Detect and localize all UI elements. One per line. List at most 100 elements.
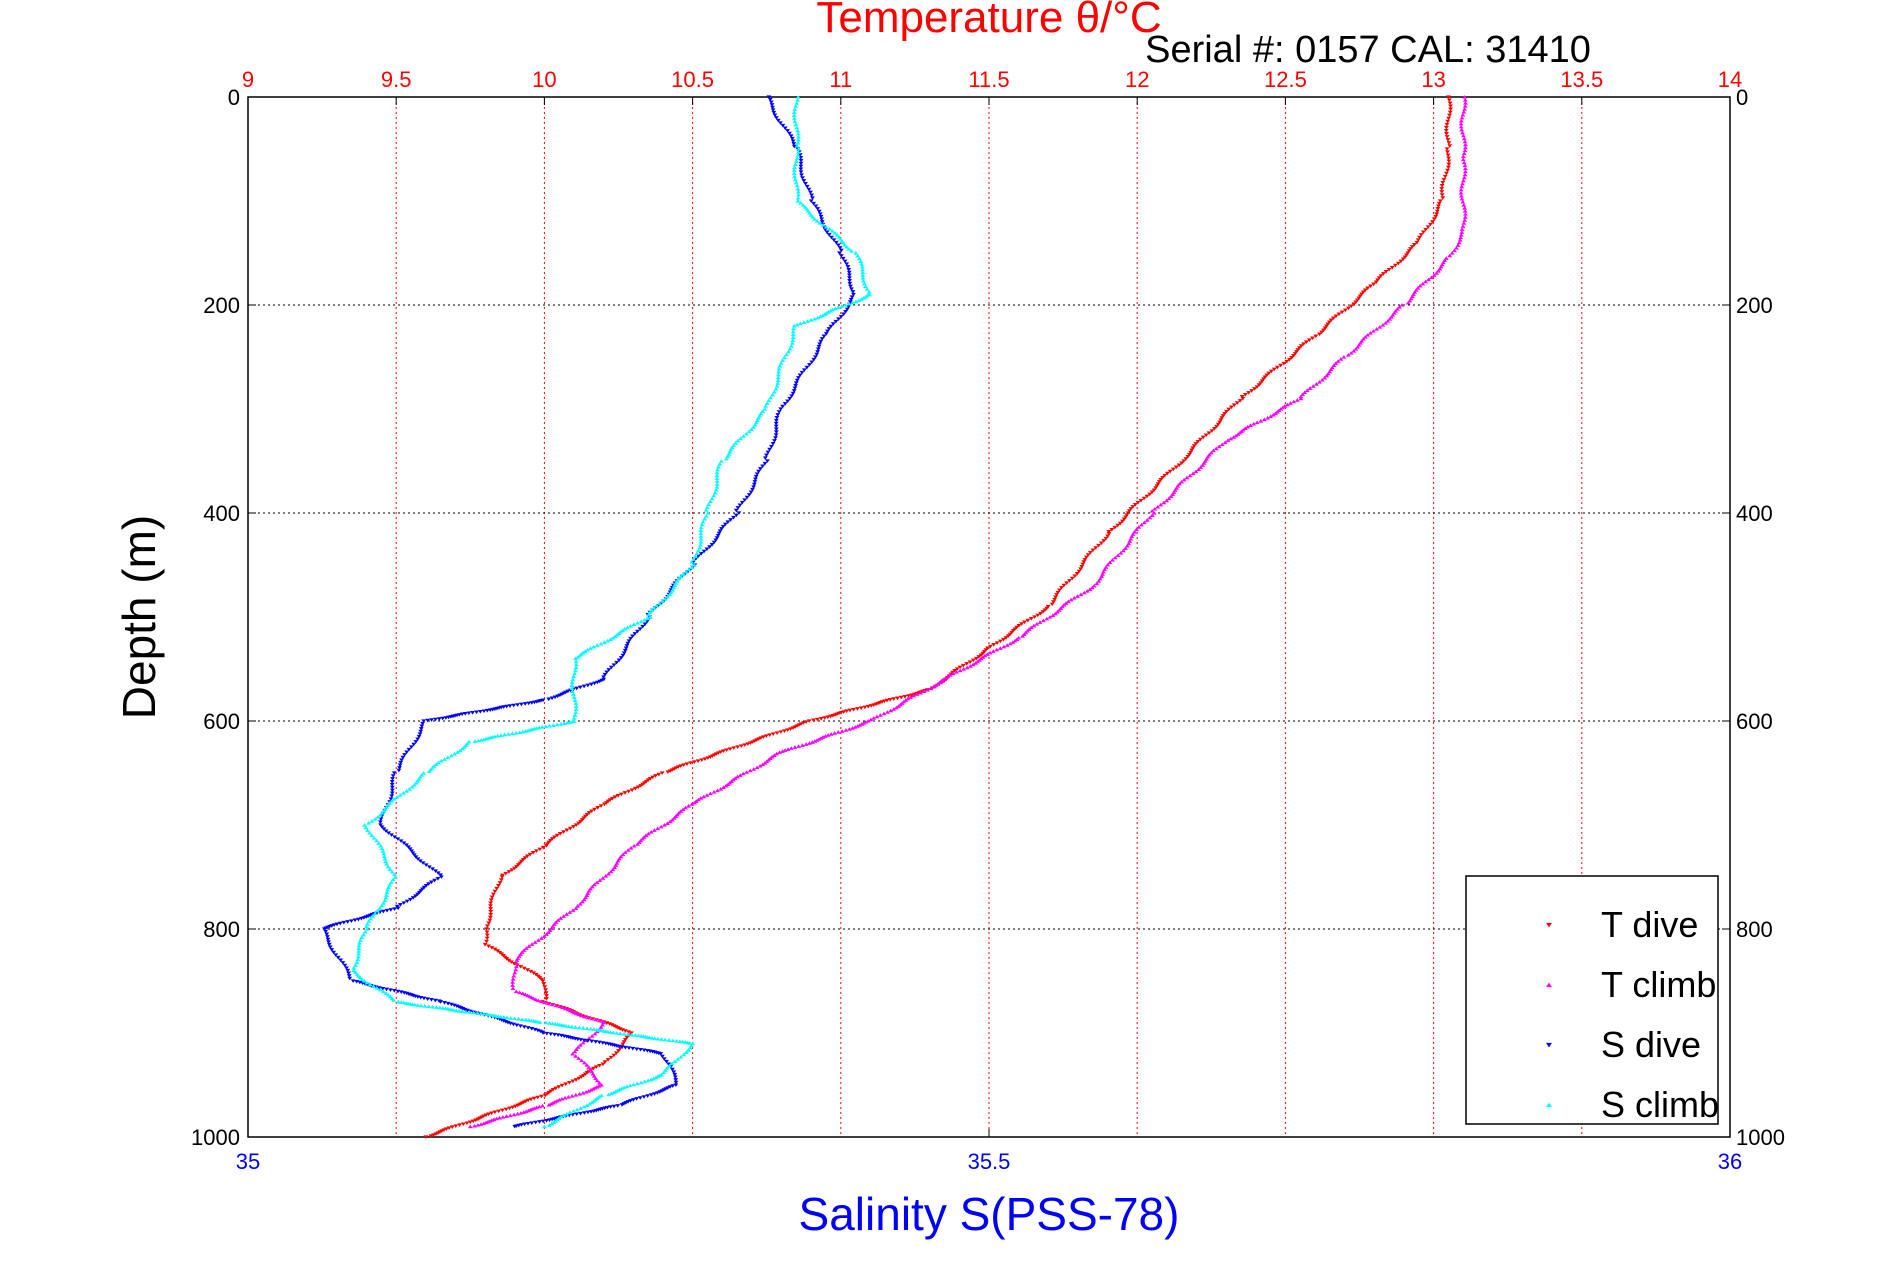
data-point	[748, 490, 754, 495]
data-point	[1087, 587, 1093, 591]
data-point	[739, 500, 745, 505]
data-point	[681, 763, 687, 767]
data-point	[697, 545, 703, 550]
data-point	[581, 1111, 587, 1115]
data-point	[832, 231, 838, 235]
data-point	[698, 531, 704, 535]
data-point	[1351, 349, 1357, 353]
data-point	[964, 662, 970, 666]
data-point	[1068, 597, 1074, 602]
data-point	[573, 1025, 578, 1029]
data-point	[509, 731, 515, 736]
data-point	[1189, 448, 1195, 453]
data-point	[433, 869, 438, 873]
data-point	[1446, 156, 1452, 161]
data-point	[327, 945, 333, 950]
data-point	[773, 386, 779, 391]
temperature-tick-label: 10	[532, 67, 556, 92]
data-point	[1052, 611, 1058, 616]
data-point	[701, 549, 707, 554]
data-point	[543, 724, 549, 729]
data-point	[391, 797, 397, 801]
data-point	[850, 300, 856, 305]
data-point	[1254, 420, 1260, 425]
data-point	[1462, 215, 1468, 219]
data-point	[440, 716, 446, 721]
data-point	[426, 769, 432, 773]
data-point	[492, 889, 498, 894]
data-point	[990, 649, 996, 653]
data-point	[1213, 446, 1219, 451]
data-point	[426, 1004, 432, 1009]
data-point	[665, 594, 670, 599]
data-point	[1032, 615, 1038, 619]
data-point	[689, 560, 695, 564]
data-point	[523, 729, 529, 733]
data-point	[837, 246, 843, 250]
data-point	[1110, 558, 1115, 562]
data-point	[372, 817, 378, 821]
data-point	[619, 1103, 625, 1107]
salinity-tick-label: 35.5	[968, 1149, 1011, 1174]
data-point	[704, 505, 710, 509]
data-point	[484, 939, 489, 944]
data-point	[549, 696, 555, 701]
data-point	[788, 746, 794, 750]
data-point	[736, 511, 742, 515]
data-point	[432, 998, 438, 1003]
data-point	[723, 456, 729, 461]
data-point	[714, 473, 720, 478]
data-point	[1365, 286, 1371, 291]
data-point	[1459, 230, 1465, 234]
data-point	[1177, 481, 1182, 486]
data-point	[1158, 478, 1164, 482]
data-point	[326, 940, 331, 944]
data-point	[1096, 543, 1102, 548]
data-point	[481, 709, 487, 714]
data-point	[380, 849, 386, 853]
data-point	[654, 603, 660, 608]
data-point	[396, 768, 402, 773]
data-point	[648, 1077, 654, 1082]
series-s-dive	[321, 95, 856, 1129]
depth-tick-label-right: 800	[1736, 917, 1773, 942]
data-point	[811, 718, 816, 723]
data-point	[598, 641, 604, 646]
data-point	[484, 924, 490, 929]
data-point	[389, 782, 395, 787]
data-point	[577, 901, 583, 906]
data-point	[1123, 515, 1129, 520]
data-point	[1326, 320, 1332, 325]
data-point	[489, 1111, 494, 1116]
data-point	[490, 892, 496, 897]
data-point	[1261, 377, 1266, 382]
data-point	[1406, 249, 1412, 253]
data-point	[1155, 482, 1161, 486]
data-point	[437, 1130, 443, 1134]
data-point	[389, 791, 395, 796]
data-point	[1132, 529, 1137, 534]
data-point	[380, 909, 386, 914]
data-point	[785, 129, 790, 133]
data-point	[1330, 316, 1336, 321]
data-point	[389, 799, 395, 803]
data-point	[615, 1104, 621, 1108]
data-point	[409, 745, 414, 749]
data-point	[563, 690, 569, 695]
data-point	[796, 192, 801, 197]
data-point	[652, 1092, 657, 1096]
data-point	[1166, 496, 1172, 501]
data-point	[387, 867, 393, 871]
data-point	[573, 704, 579, 708]
data-point	[593, 1040, 599, 1044]
data-point	[521, 948, 527, 952]
data-point	[1439, 193, 1445, 197]
data-point	[680, 807, 686, 812]
data-point	[858, 706, 864, 710]
data-point	[803, 181, 808, 186]
data-point	[673, 1083, 679, 1087]
data-point	[362, 929, 368, 934]
data-point	[1115, 553, 1121, 557]
data-point	[1222, 411, 1228, 416]
data-point	[852, 725, 858, 729]
